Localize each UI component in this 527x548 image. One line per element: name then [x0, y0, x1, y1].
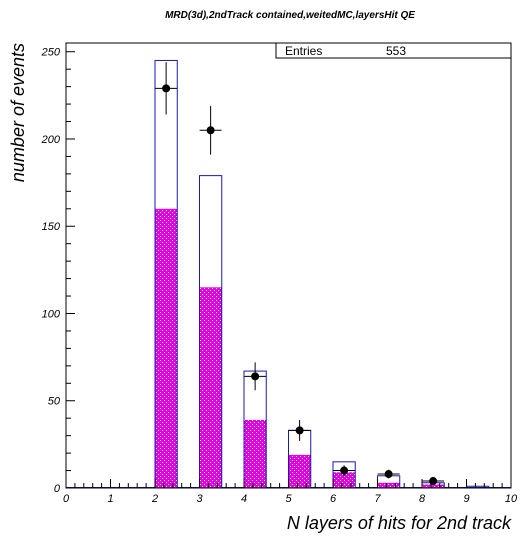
x-tick-label: 8 — [419, 493, 426, 505]
y-axis-label: number of events — [8, 43, 28, 182]
x-tick-label: 7 — [374, 493, 381, 505]
fill-bar-6 — [422, 484, 445, 488]
x-tick-label: 1 — [107, 493, 113, 505]
stats-box: Entries 553 — [275, 42, 512, 59]
x-tick-label: 5 — [285, 493, 292, 505]
x-tick-label: 4 — [241, 493, 247, 505]
stats-box-frame — [275, 42, 512, 59]
data-point-6 — [429, 477, 438, 486]
stats-entries-label: Entries — [285, 44, 322, 58]
x-tick-label: 0 — [63, 493, 70, 505]
y-tick-label: 150 — [42, 221, 61, 233]
x-tick-label: 9 — [463, 493, 469, 505]
fill-bar-2 — [244, 419, 267, 488]
data-point-1 — [206, 126, 215, 135]
y-tick-label: 200 — [41, 134, 61, 146]
plot-frame — [65, 42, 512, 489]
y-axis: 0 50 100 150 200 250 — [41, 47, 75, 495]
data-point-3 — [295, 426, 304, 435]
data-point-2 — [251, 372, 260, 381]
data-point-5 — [384, 470, 393, 479]
fill-bar-4 — [333, 472, 356, 488]
data-point-4 — [340, 466, 349, 475]
x-tick-label: 2 — [151, 493, 158, 505]
plot-area — [66, 59, 511, 489]
y-tick-label: 250 — [41, 47, 61, 59]
y-tick-label: 100 — [42, 308, 61, 320]
fill-bar-3 — [288, 454, 311, 488]
x-tick-label: 10 — [505, 493, 518, 505]
x-axis: 0 1 2 3 4 5 6 7 8 9 10 — [63, 479, 518, 505]
x-axis-label: N layers of hits for 2nd track — [287, 513, 512, 533]
y-tick-label: 50 — [48, 396, 61, 408]
fill-bar-1 — [199, 287, 222, 488]
x-tick-label: 6 — [330, 493, 337, 505]
stats-entries-value: 553 — [386, 44, 406, 58]
x-tick-label: 3 — [196, 493, 203, 505]
fill-bar-5 — [377, 482, 400, 488]
y-tick-label: 0 — [54, 483, 61, 495]
fill-bar-0 — [155, 208, 178, 489]
chart-title: MRD(3d),2ndTrack contained,weitedMC,laye… — [165, 10, 415, 21]
data-point-0 — [162, 84, 171, 93]
